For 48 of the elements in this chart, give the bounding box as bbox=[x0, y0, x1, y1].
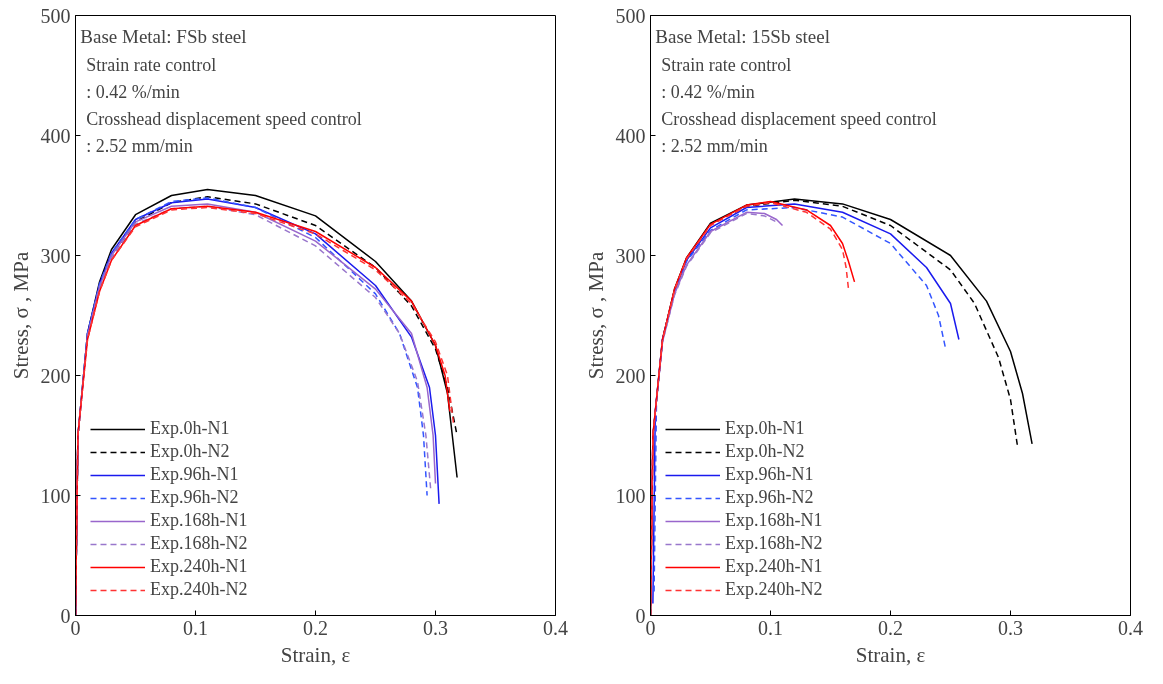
x-axis-title: Strain, ε bbox=[280, 642, 351, 667]
x-tick-label: 0.1 bbox=[758, 616, 783, 639]
legend-label: Exp.168h-N1 bbox=[150, 510, 248, 531]
legend-label: Exp.0h-N1 bbox=[150, 418, 230, 439]
annotation: : 0.42 %/min bbox=[661, 81, 755, 102]
annotation: : 2.52 mm/min bbox=[661, 135, 768, 156]
text: Base Metal: FSb steel bbox=[80, 25, 247, 47]
y-tick-label: 100 bbox=[615, 484, 646, 507]
y-tick-label: 500 bbox=[40, 4, 71, 27]
annotation: Crosshead displacement speed control bbox=[661, 108, 937, 129]
legend-label: Exp.0h-N2 bbox=[150, 441, 230, 462]
x-tick-label: 0.3 bbox=[423, 616, 448, 639]
y-tick-label: 200 bbox=[40, 364, 71, 387]
annotation: : 2.52 mm/min bbox=[86, 135, 193, 156]
legend-label: Exp.96h-N1 bbox=[150, 464, 239, 485]
legend-label: Exp.168h-N2 bbox=[725, 533, 823, 554]
legend-label: Exp.168h-N2 bbox=[150, 533, 248, 554]
y-tick-label: 500 bbox=[615, 4, 646, 27]
x-tick-label: 0.2 bbox=[878, 616, 903, 639]
y-axis-title: Stress, σ , MPa bbox=[583, 251, 608, 380]
x-tick-label: 0.3 bbox=[998, 616, 1023, 639]
legend-label: Exp.0h-N2 bbox=[725, 441, 805, 462]
legend-label: Exp.96h-N2 bbox=[725, 487, 814, 508]
legend-label: Exp.168h-N1 bbox=[725, 510, 823, 531]
legend-label: Exp.240h-N2 bbox=[725, 579, 823, 600]
legend-label: Exp.0h-N1 bbox=[725, 418, 805, 439]
annotation: Crosshead displacement speed control bbox=[86, 108, 362, 129]
y-tick-label: 400 bbox=[40, 124, 71, 147]
x-tick-label: 0.1 bbox=[183, 616, 208, 639]
y-tick-label: 300 bbox=[40, 244, 71, 267]
y-axis-title: Stress, σ , MPa bbox=[8, 251, 33, 380]
legend-label: Exp.240h-N1 bbox=[150, 556, 248, 577]
x-tick-label: 0.2 bbox=[303, 616, 328, 639]
text: Base Metal: 15Sb steel bbox=[655, 25, 830, 47]
y-tick-label: 100 bbox=[40, 484, 71, 507]
legend-label: Exp.96h-N1 bbox=[725, 464, 814, 485]
annotation: : 0.42 %/min bbox=[86, 81, 180, 102]
x-tick-label: 0.4 bbox=[543, 616, 568, 639]
annotation: Strain rate control bbox=[86, 54, 217, 75]
x-axis-title: Strain, ε bbox=[855, 642, 926, 667]
legend-label: Exp.240h-N1 bbox=[725, 556, 823, 577]
legend-label: Exp.240h-N2 bbox=[150, 579, 248, 600]
x-tick-label: 0.4 bbox=[1118, 616, 1143, 639]
legend-label: Exp.96h-N2 bbox=[150, 487, 239, 508]
annotation: Strain rate control bbox=[661, 54, 792, 75]
y-tick-label: 400 bbox=[615, 124, 646, 147]
y-tick-label: 200 bbox=[615, 364, 646, 387]
y-tick-label: 300 bbox=[615, 244, 646, 267]
